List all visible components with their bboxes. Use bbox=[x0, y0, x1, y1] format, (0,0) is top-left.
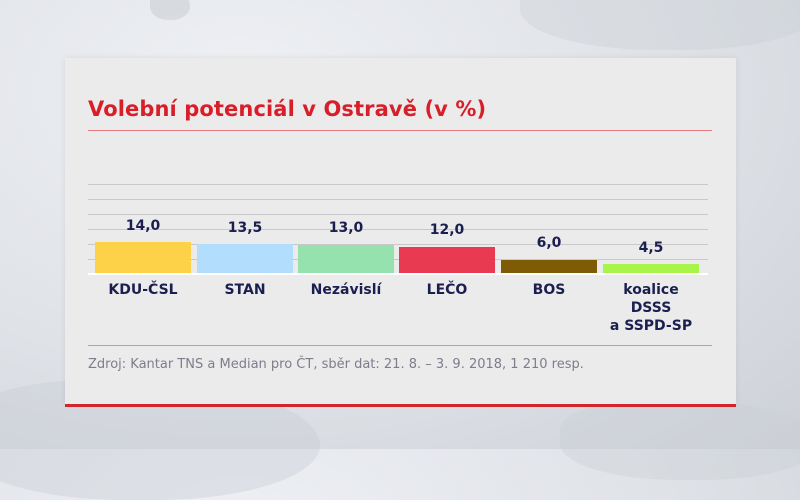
bar-kdu-csl bbox=[95, 242, 191, 273]
gridline bbox=[88, 244, 708, 245]
category-label: STAN bbox=[224, 282, 266, 298]
bar-stan bbox=[197, 244, 293, 273]
category-label: KDU-ČSL bbox=[108, 282, 178, 298]
gridline bbox=[88, 229, 708, 230]
map-background-shape bbox=[560, 400, 800, 480]
category-label: LEČO bbox=[426, 282, 468, 298]
category-label: BOS bbox=[532, 282, 566, 298]
footer-divider bbox=[88, 345, 712, 346]
category-label-multiline: koalice DSSS a SSPD-SP bbox=[596, 281, 706, 335]
source-note: Zdroj: Kantar TNS a Median pro ČT, sběr … bbox=[88, 357, 584, 372]
chart-baseline bbox=[88, 273, 708, 275]
panel-accent-line bbox=[65, 404, 736, 407]
category-label-line: DSSS bbox=[630, 300, 672, 316]
bar-leco bbox=[399, 247, 495, 273]
value-label: 12,0 bbox=[429, 222, 465, 238]
chart-title: Volební potenciál v Ostravě (v %) bbox=[88, 97, 487, 121]
title-divider bbox=[88, 130, 712, 131]
category-label: Nezávislí bbox=[310, 282, 382, 298]
map-background-shape bbox=[520, 0, 800, 50]
value-label: 13,5 bbox=[227, 220, 263, 236]
map-background-shape bbox=[150, 0, 190, 20]
chart-panel bbox=[65, 58, 736, 404]
value-label: 4,5 bbox=[638, 240, 664, 256]
category-label-line: koalice bbox=[623, 282, 679, 298]
bar-bos bbox=[501, 260, 597, 273]
bar-koalice bbox=[603, 264, 699, 273]
gridline bbox=[88, 214, 708, 215]
gridline bbox=[88, 184, 708, 185]
value-label: 13,0 bbox=[328, 220, 364, 236]
value-label: 14,0 bbox=[125, 218, 161, 234]
category-label-line: a SSPD-SP bbox=[609, 318, 693, 334]
gridline bbox=[88, 259, 708, 260]
bar-nezavisli bbox=[298, 245, 394, 273]
value-label: 6,0 bbox=[536, 235, 562, 251]
gridline bbox=[88, 199, 708, 200]
